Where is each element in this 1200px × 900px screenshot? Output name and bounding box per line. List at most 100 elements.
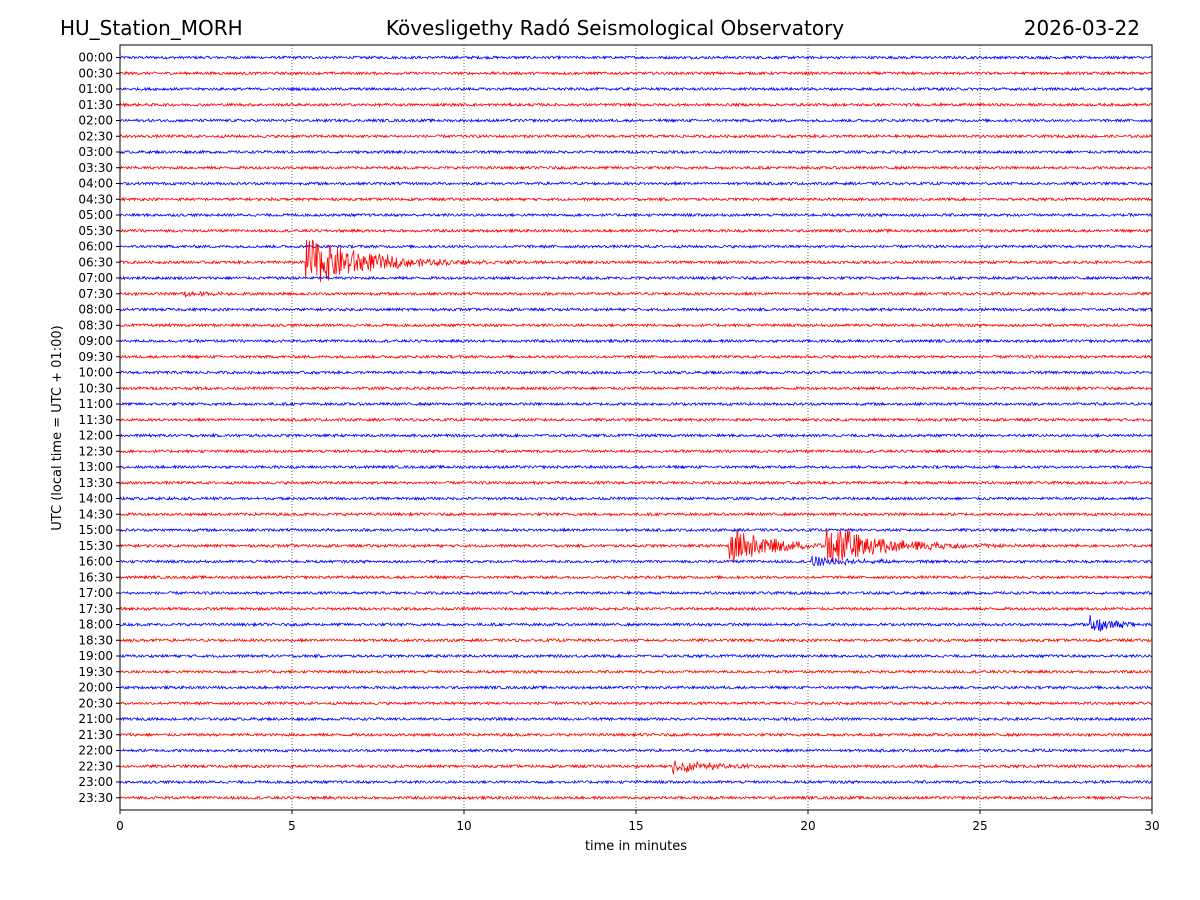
y-tick-label: 22:30 <box>78 759 113 773</box>
trace-2330 <box>119 795 1153 801</box>
trace-0200 <box>119 117 1153 124</box>
y-tick-label: 11:30 <box>78 413 113 427</box>
y-tick-label: 05:30 <box>78 224 113 238</box>
y-tick-label: 18:00 <box>78 618 113 632</box>
trace-2000 <box>119 684 1153 691</box>
y-tick-label: 05:00 <box>78 208 113 222</box>
y-tick-label: 02:00 <box>78 114 113 128</box>
y-tick-label: 04:00 <box>78 177 113 191</box>
y-tick-label: 22:00 <box>78 744 113 758</box>
trace-1230 <box>119 448 1153 454</box>
y-axis-label: UTC (local time = UTC + 01:00) <box>50 325 65 530</box>
y-tick-label: 03:00 <box>78 145 113 159</box>
y-tick-label: 10:00 <box>78 366 113 380</box>
x-tick-group: 0 5 10 15 20 25 30 <box>116 810 1160 833</box>
trace-0930 <box>119 354 1153 360</box>
y-tick-label: 19:30 <box>78 665 113 679</box>
y-tick-label: 00:30 <box>78 66 113 80</box>
y-tick-label: 19:00 <box>78 649 113 663</box>
trace-0230 <box>119 133 1153 139</box>
y-tick-label: 08:00 <box>78 303 113 317</box>
y-tick-label: 11:00 <box>78 397 113 411</box>
y-tick-label: 20:00 <box>78 681 113 695</box>
trace-0300 <box>119 149 1153 155</box>
trace-1530 <box>119 528 1153 563</box>
x-tick-label: 10 <box>456 819 471 833</box>
trace-1500 <box>119 527 1153 533</box>
grid-lines <box>291 45 981 810</box>
y-tick-label: 21:00 <box>78 712 113 726</box>
y-tick-label: 13:30 <box>78 476 113 490</box>
y-tick-label: 14:00 <box>78 492 113 506</box>
y-tick-label: 02:30 <box>78 129 113 143</box>
y-tick-label: 06:30 <box>78 255 113 269</box>
trace-0600 <box>119 243 1153 250</box>
trace-1700 <box>119 590 1153 596</box>
y-tick-label: 12:30 <box>78 444 113 458</box>
y-tick-label: 04:30 <box>78 192 113 206</box>
trace-0430 <box>119 196 1153 202</box>
trace-1400 <box>119 495 1153 502</box>
y-tick-label: 18:30 <box>78 633 113 647</box>
x-tick-label: 30 <box>1144 819 1159 833</box>
trace-0900 <box>119 338 1153 344</box>
y-tick-label: 00:00 <box>78 51 113 65</box>
y-tick-label: 08:30 <box>78 318 113 332</box>
y-tick-label: 07:30 <box>78 287 113 301</box>
trace-1830 <box>119 637 1153 643</box>
chart-date: 2026-03-22 <box>1024 16 1140 40</box>
trace-0530 <box>119 228 1153 234</box>
trace-0630 <box>119 239 1153 283</box>
trace-2030 <box>119 700 1153 707</box>
trace-1630 <box>119 574 1153 580</box>
trace-1330 <box>119 480 1153 486</box>
trace-0400 <box>119 180 1153 187</box>
trace-1430 <box>119 511 1153 517</box>
trace-1200 <box>119 432 1153 439</box>
x-axis-label: time in minutes <box>585 839 687 854</box>
y-tick-label: 01:30 <box>78 98 113 112</box>
y-tick-label: 09:30 <box>78 350 113 364</box>
trace-1030 <box>119 385 1153 392</box>
trace-0100 <box>119 86 1153 92</box>
y-tick-label: 23:30 <box>78 791 113 805</box>
trace-0000 <box>119 54 1153 61</box>
y-tick-label: 21:30 <box>78 728 113 742</box>
x-tick-label: 20 <box>800 819 815 833</box>
y-tick-label: 09:00 <box>78 334 113 348</box>
trace-2200 <box>119 747 1153 754</box>
y-tick-label: 15:30 <box>78 539 113 553</box>
station-name: HU_Station_MORH <box>60 16 243 40</box>
trace-1730 <box>119 606 1153 612</box>
y-tick-label: 23:00 <box>78 775 113 789</box>
y-tick-label: 16:00 <box>78 555 113 569</box>
y-tick-label: 01:00 <box>78 82 113 96</box>
trace-0130 <box>119 102 1153 108</box>
trace-2130 <box>119 731 1153 738</box>
y-tick-label: 07:00 <box>78 271 113 285</box>
trace-1600 <box>119 555 1153 567</box>
trace-0500 <box>119 212 1153 218</box>
trace-1930 <box>119 669 1153 675</box>
trace-1100 <box>119 401 1153 407</box>
trace-1130 <box>119 417 1153 423</box>
trace-0030 <box>119 70 1153 76</box>
x-tick-label: 0 <box>116 819 124 833</box>
y-tick-label: 17:30 <box>78 602 113 616</box>
trace-2300 <box>119 779 1153 785</box>
y-tick-label: 16:30 <box>78 570 113 584</box>
y-tick-label: 13:00 <box>78 460 113 474</box>
chart-title: Kövesligethy Radó Seismological Observat… <box>386 16 844 40</box>
trace-0330 <box>119 164 1153 171</box>
trace-0700 <box>119 275 1153 281</box>
trace-group <box>119 54 1153 801</box>
y-tick-label: 10:30 <box>78 381 113 395</box>
y-tick-label: 17:00 <box>78 586 113 600</box>
x-tick-label: 5 <box>288 819 296 833</box>
x-tick-label: 15 <box>628 819 643 833</box>
trace-1800 <box>119 615 1153 633</box>
trace-1000 <box>119 369 1153 376</box>
y-tick-label: 12:00 <box>78 429 113 443</box>
